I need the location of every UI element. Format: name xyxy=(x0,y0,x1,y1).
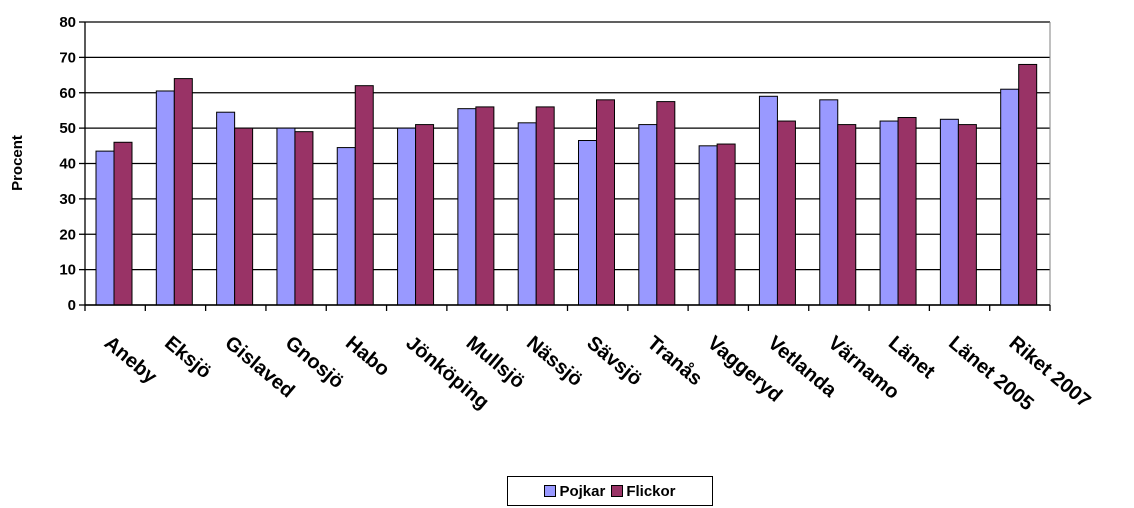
y-tick-label: 20 xyxy=(59,226,76,243)
bar-pojkar-7 xyxy=(517,122,537,306)
bar-pojkar-0 xyxy=(95,150,115,306)
legend-swatch-pojkar xyxy=(544,485,557,497)
y-tick-label: 40 xyxy=(59,156,76,173)
x-category-label: Eksjö xyxy=(160,332,215,383)
bars xyxy=(95,63,1038,306)
bar-flickor-3 xyxy=(294,131,314,306)
y-tick-label: 30 xyxy=(59,191,76,208)
bar-flickor-6 xyxy=(475,106,495,306)
bar-flickor-4 xyxy=(354,85,374,306)
bar-flickor-12 xyxy=(837,124,857,306)
bar-flickor-8 xyxy=(596,99,615,306)
x-category-label: Tranås xyxy=(643,331,707,390)
y-tick-label: 70 xyxy=(59,49,76,66)
bar-pojkar-6 xyxy=(457,108,477,306)
y-tick-labels: 0 10 20 30 40 50 60 70 80 xyxy=(59,14,76,314)
bar-flickor-14 xyxy=(957,124,977,306)
x-category-label: Länet xyxy=(884,332,939,383)
bar-pojkar-14 xyxy=(939,118,959,306)
legend: Pojkar Flickor xyxy=(507,476,713,506)
bar-pojkar-2 xyxy=(216,111,236,306)
legend-item-flickor: Flickor xyxy=(611,482,676,500)
bar-flickor-15 xyxy=(1018,63,1038,306)
y-tick-label: 80 xyxy=(59,14,76,31)
legend-swatch-flickor xyxy=(611,485,624,497)
y-tick-label: 60 xyxy=(59,85,76,102)
bar-flickor-11 xyxy=(776,120,796,306)
y-axis-label: Procent xyxy=(9,135,26,191)
bar-pojkar-4 xyxy=(336,147,356,306)
bar-flickor-2 xyxy=(234,127,254,306)
bar-pojkar-3 xyxy=(276,127,296,306)
bar-flickor-0 xyxy=(113,141,133,306)
y-tick-label: 10 xyxy=(59,262,76,279)
axes xyxy=(79,21,1051,311)
bar-flickor-7 xyxy=(535,106,555,306)
y-tick-label: 50 xyxy=(59,120,76,137)
bar-flickor-10 xyxy=(716,143,736,306)
bar-pojkar-10 xyxy=(698,145,718,306)
bar-flickor-13 xyxy=(897,117,917,306)
bar-flickor-1 xyxy=(173,78,193,306)
x-category-label: Nässjö xyxy=(522,332,586,391)
bar-flickor-9 xyxy=(656,101,676,306)
bar-pojkar-12 xyxy=(819,99,839,306)
legend-label-pojkar: Pojkar xyxy=(559,482,606,500)
legend-label-flickor: Flickor xyxy=(626,482,676,500)
bar-pojkar-5 xyxy=(397,127,417,306)
legend-item-pojkar: Pojkar xyxy=(544,483,605,500)
bar-pojkar-8 xyxy=(578,140,597,306)
bar-pojkar-1 xyxy=(155,90,175,306)
bar-pojkar-15 xyxy=(1000,88,1020,306)
x-category-label: Aneby xyxy=(100,332,162,389)
bar-flickor-5 xyxy=(415,124,435,306)
bar-pojkar-13 xyxy=(879,120,899,306)
bar-pojkar-9 xyxy=(638,124,658,306)
x-category-label: Sävsjö xyxy=(582,332,646,390)
x-category-label: Habo xyxy=(341,332,393,381)
bar-pojkar-11 xyxy=(758,95,778,306)
y-tick-label: 0 xyxy=(68,297,76,314)
bar-chart: 0 10 20 30 40 50 60 70 80 Aneby Eksjö GislavedGnos… xyxy=(9,14,1095,415)
